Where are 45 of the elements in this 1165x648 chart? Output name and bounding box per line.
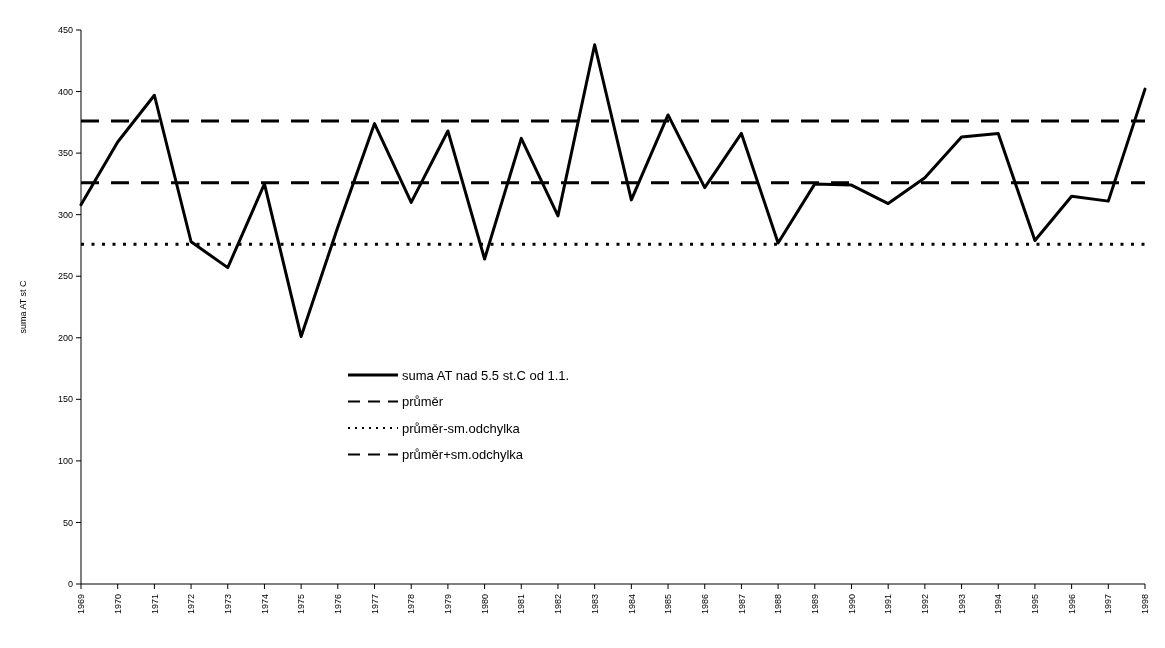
x-tick-label: 1994 [993,594,1004,615]
x-tick-label: 1973 [222,594,233,615]
x-tick-label: 1996 [1066,594,1077,615]
y-tick-label: 350 [57,148,73,159]
x-tick-label: 1981 [516,594,527,615]
x-tick-label: 1985 [663,594,674,615]
x-tick-label: 1975 [296,594,307,615]
x-tick-label: 1972 [186,594,197,615]
x-tick-label: 1989 [809,594,820,615]
legend-label: průměr-sm.odchylka [402,420,521,436]
x-tick-label: 1993 [956,594,967,615]
x-tick-label: 1979 [443,594,454,615]
x-tick-label: 1970 [112,594,123,615]
x-tick-label: 1998 [1140,594,1151,615]
y-tick-label: 50 [62,517,73,528]
x-tick-label: 1986 [699,594,710,615]
x-tick-label: 1980 [479,594,490,615]
y-axis-title: suma AT st C [18,279,28,334]
y-tick-label: 300 [57,209,73,220]
y-tick-label: 400 [57,86,73,97]
x-tick-label: 1977 [369,594,380,615]
x-tick-label: 1987 [736,594,747,615]
x-tick-label: 1983 [589,594,600,615]
x-tick-label: 1990 [846,594,857,615]
y-tick-label: 450 [57,25,73,36]
x-tick-label: 1992 [920,594,931,615]
x-tick-label: 1984 [626,594,637,615]
y-tick-label: 100 [57,456,73,467]
x-tick-label: 1997 [1103,594,1114,615]
y-tick-label: 200 [57,332,73,343]
legend-label: průměr+sm.odchylka [402,447,524,463]
legend-label: průměr [402,394,444,410]
x-tick-label: 1988 [773,594,784,615]
legend-label: suma AT nad 5.5 st.C od 1.1. [402,367,570,383]
x-tick-label: 1974 [259,594,270,615]
y-tick-label: 0 [67,579,73,590]
x-tick-label: 1971 [149,594,160,615]
x-tick-label: 1969 [76,594,87,615]
x-tick-label: 1991 [883,594,894,615]
y-tick-label: 150 [57,394,73,405]
x-tick-label: 1976 [332,594,343,615]
y-tick-label: 250 [57,271,73,282]
x-tick-label: 1995 [1030,594,1041,615]
x-tick-label: 1978 [406,594,417,615]
x-tick-label: 1982 [553,594,564,615]
